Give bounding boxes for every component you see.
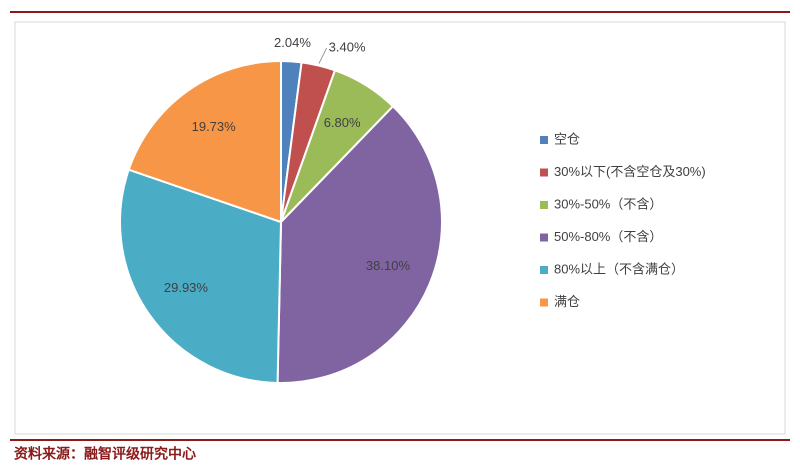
legend-label: 80%以上（不含满仓）	[554, 261, 684, 276]
data-label: 38.10%	[366, 258, 411, 273]
source-note: 资料来源：融智评级研究中心	[14, 446, 196, 462]
data-label: 2.04%	[274, 35, 311, 50]
data-label: 29.93%	[164, 280, 209, 295]
legend-label: 满仓	[554, 294, 580, 309]
leader-line	[318, 47, 328, 64]
legend-swatch	[540, 168, 548, 177]
legend-label: 空仓	[554, 131, 580, 146]
data-label: 6.80%	[324, 115, 361, 130]
legend-swatch	[540, 136, 548, 144]
legend-label: 30%以下(不含空仓及30%)	[554, 164, 706, 179]
legend-label: 30%-50%（不含）	[554, 196, 662, 211]
legend-swatch	[540, 298, 548, 307]
legend-swatch	[540, 233, 548, 242]
pie-slice	[119, 168, 283, 384]
data-label: 19.73%	[192, 119, 237, 134]
legend-swatch	[540, 201, 548, 209]
pie-slice	[127, 59, 282, 224]
legend-label: 50%-80%（不含）	[554, 229, 662, 244]
legend-swatch	[540, 266, 548, 274]
pie-slice	[276, 104, 443, 384]
data-label: 3.40%	[329, 39, 366, 54]
